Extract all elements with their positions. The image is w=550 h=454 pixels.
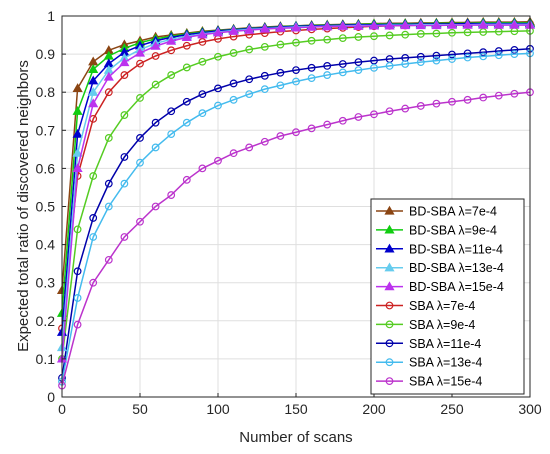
legend-label: BD-SBA λ=11e-4 bbox=[409, 242, 503, 256]
y-tick-label: 1 bbox=[47, 8, 55, 24]
legend-label: BD-SBA λ=9e-4 bbox=[409, 223, 497, 237]
x-tick-label: 250 bbox=[440, 401, 464, 417]
legend-label: SBA λ=9e-4 bbox=[409, 318, 475, 332]
y-tick-label: 0.3 bbox=[36, 275, 56, 291]
y-tick-label: 0.8 bbox=[36, 84, 56, 100]
y-tick-label: 0.4 bbox=[36, 237, 56, 253]
x-tick-label: 100 bbox=[206, 401, 230, 417]
x-tick-label: 150 bbox=[284, 401, 308, 417]
y-tick-label: 0.9 bbox=[36, 46, 56, 62]
legend-label: BD-SBA λ=7e-4 bbox=[409, 205, 497, 219]
legend-label: SBA λ=15e-4 bbox=[409, 375, 482, 389]
y-tick-label: 0.7 bbox=[36, 122, 56, 138]
legend-label: BD-SBA λ=13e-4 bbox=[409, 261, 504, 275]
x-tick-label: 50 bbox=[132, 401, 148, 417]
x-tick-label: 300 bbox=[518, 401, 542, 417]
legend-label: SBA λ=11e-4 bbox=[409, 337, 481, 351]
legend-label: BD-SBA λ=15e-4 bbox=[409, 280, 504, 294]
y-tick-label: 0.1 bbox=[36, 351, 56, 367]
y-tick-label: 0 bbox=[47, 389, 55, 405]
y-tick-label: 0.2 bbox=[36, 313, 56, 329]
y-tick-label: 0.6 bbox=[36, 160, 56, 176]
y-tick-label: 0.5 bbox=[36, 199, 56, 215]
x-tick-label: 200 bbox=[362, 401, 386, 417]
legend-label: SBA λ=13e-4 bbox=[409, 356, 482, 370]
x-tick-label: 0 bbox=[58, 401, 66, 417]
legend-label: SBA λ=7e-4 bbox=[409, 299, 475, 313]
legend: BD-SBA λ=7e-4 BD-SBA λ=9e-4 BD-SBA λ=11e-4… bbox=[371, 199, 524, 394]
x-axis-label: Number of scans bbox=[239, 429, 352, 446]
y-axis-label: Expected total ratio of discovered neigh… bbox=[15, 60, 32, 352]
